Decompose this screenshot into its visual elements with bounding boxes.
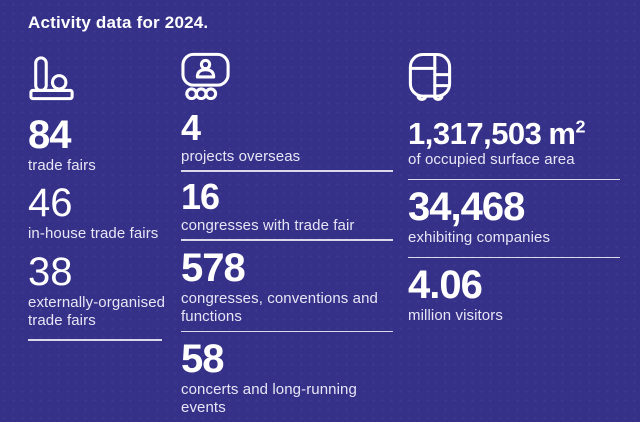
stat-value: 4 — [181, 107, 201, 148]
divider — [408, 178, 620, 181]
stat-value: 578 — [181, 245, 246, 290]
divider — [28, 339, 162, 341]
stat-label: of occupied surface area — [408, 151, 575, 169]
stat-value: 1,317,503 m2 — [408, 116, 620, 151]
stat-value: 58 — [181, 337, 225, 382]
surface-unit-exponent: 2 — [575, 116, 586, 137]
floor-plan-icon — [408, 52, 620, 107]
stat-label: trade fairs — [28, 157, 96, 174]
stat-label: exhibiting companies — [408, 229, 551, 247]
column-trade-fairs: 84 trade fairs 46 in-house trade fairs 3… — [28, 55, 172, 349]
stat-value: 84 — [28, 113, 72, 157]
stat-value: 34,468 — [408, 185, 525, 230]
stat-congresses-with-trade-fair: 16 congresses with trade fair — [181, 175, 393, 235]
stat-congresses-conventions-functions: 578 congresses, conventions and function… — [181, 245, 393, 327]
stat-exhibiting-companies: 34,468 exhibiting companies — [408, 185, 620, 247]
stat-value: 46 — [28, 181, 73, 226]
stat-label: concerts and long-running events — [181, 381, 357, 417]
stat-label: congresses, conventions and functions — [181, 289, 378, 326]
stat-label: million visitors — [408, 307, 503, 325]
stat-label: congresses with trade fair — [181, 217, 355, 235]
stat-occupied-surface-area: 1,317,503 m2 of occupied surface area — [408, 116, 620, 170]
page-title: Activity data for 2024. — [28, 13, 209, 32]
stat-projects-overseas: 4 projects overseas — [181, 107, 393, 166]
divider — [181, 170, 393, 172]
divider — [408, 256, 620, 259]
stat-in-house-trade-fairs: 46 in-house trade fairs — [28, 181, 172, 243]
stat-million-visitors: 4.06 million visitors — [408, 263, 620, 325]
stat-trade-fairs: 84 trade fairs — [28, 113, 172, 175]
column-reach: 1,317,503 m2 of occupied surface area 34,… — [408, 52, 620, 334]
stat-value: 16 — [181, 175, 220, 217]
column-events: 4 projects overseas 16 congresses with t… — [181, 52, 393, 422]
stat-label: externally-organised trade fairs — [28, 293, 166, 329]
stat-concerts-long-running-events: 58 concerts and long-running events — [181, 337, 393, 418]
stat-label: in-house trade fairs — [28, 225, 159, 243]
divider — [181, 330, 393, 333]
surface-unit: m — [548, 116, 576, 151]
stat-externally-organised-trade-fairs: 38 externally-organised trade fairs — [28, 249, 172, 331]
surface-number: 1,317,503 — [408, 116, 542, 151]
stat-value: 38 — [28, 249, 73, 294]
stat-value: 4.06 — [408, 263, 483, 308]
stat-label: projects overseas — [181, 148, 301, 166]
exhibition-stand-icon — [28, 55, 172, 106]
online-presentation-icon — [181, 52, 393, 105]
divider — [181, 239, 393, 241]
